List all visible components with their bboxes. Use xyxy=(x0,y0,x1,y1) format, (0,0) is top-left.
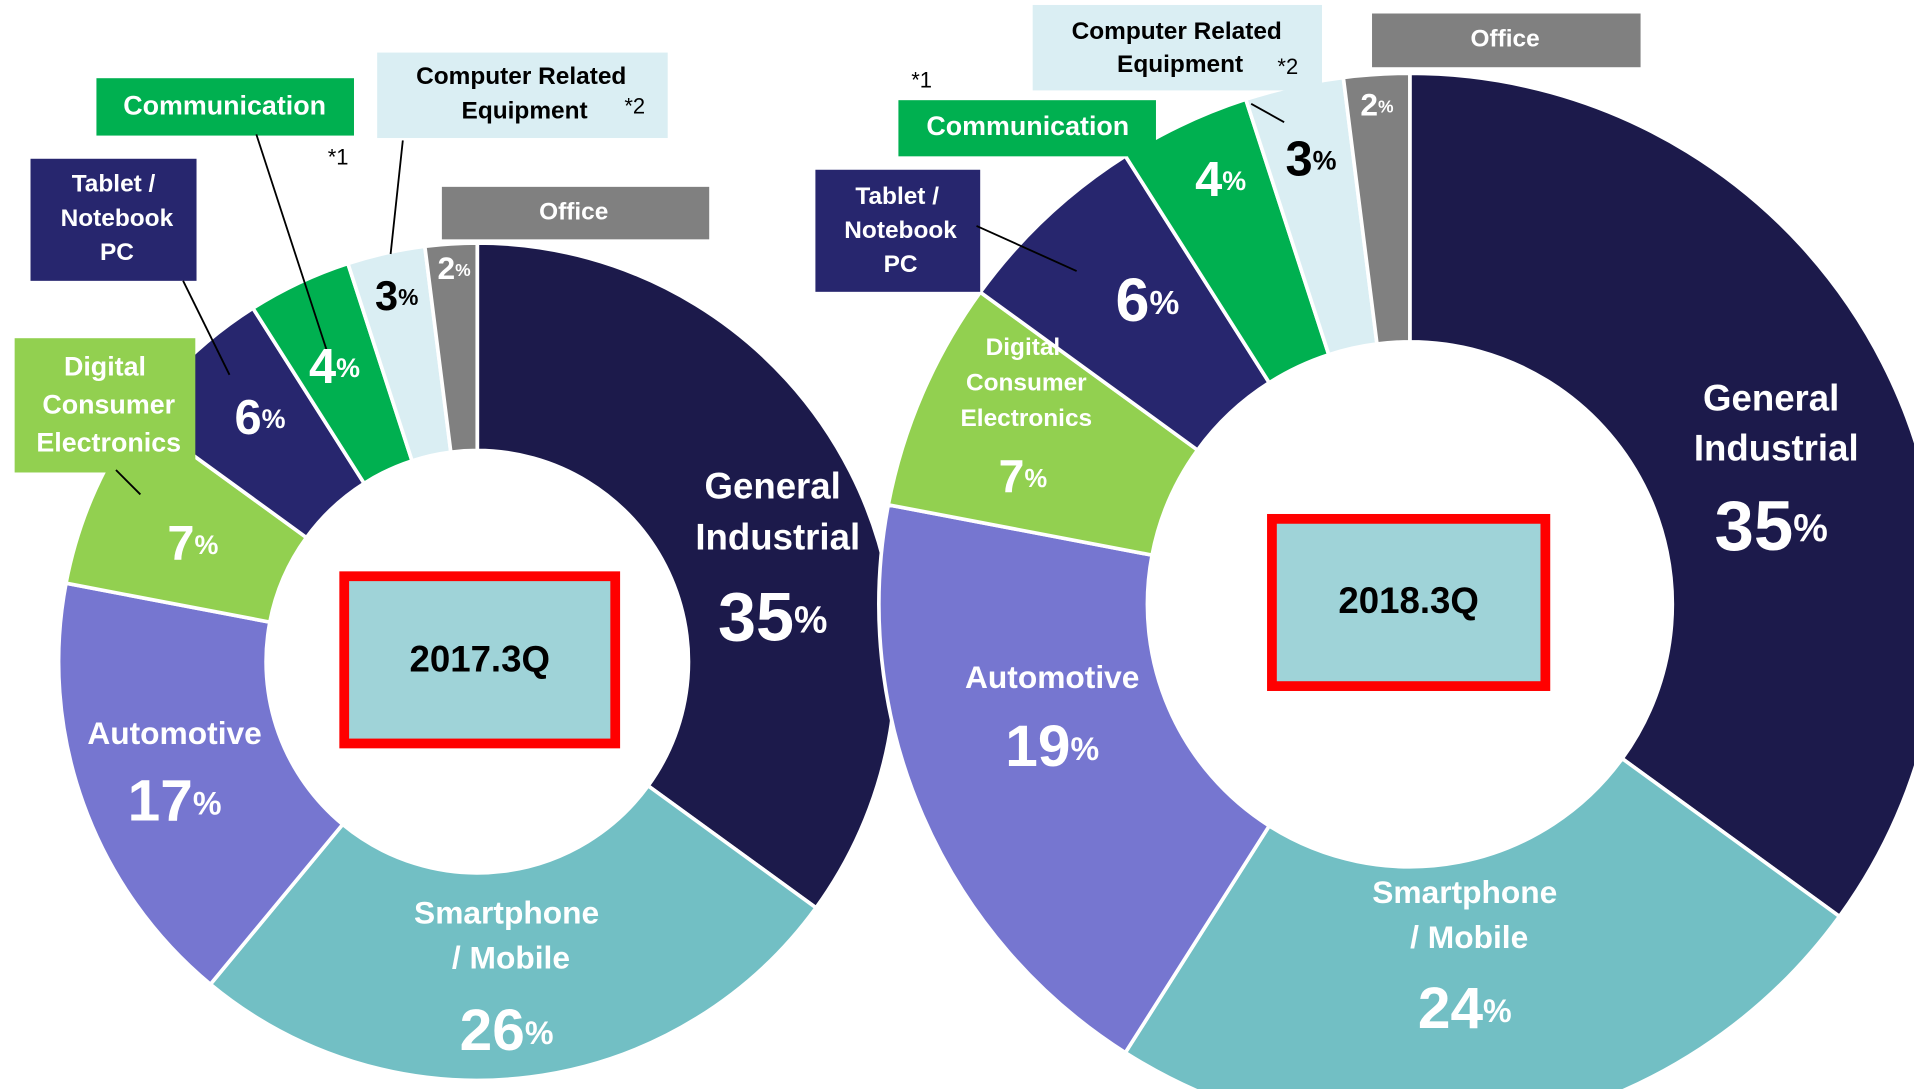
leader-line xyxy=(255,134,329,352)
donut-slice xyxy=(1341,71,1412,346)
leader-line xyxy=(1250,103,1285,123)
category-label-box xyxy=(1032,4,1322,91)
category-label: General Industrial xyxy=(1684,377,1859,468)
donut-slice xyxy=(877,502,1272,1056)
leader-line xyxy=(115,469,142,496)
category-label: Tablet / Notebook PC xyxy=(54,171,174,266)
category-label-box xyxy=(14,338,196,473)
leader-line xyxy=(976,225,1078,272)
value-label: 7% xyxy=(167,517,218,571)
footnote-mark: *2 xyxy=(1277,54,1298,79)
value-label: 6% xyxy=(234,391,285,445)
category-label: Computer Related Equipment xyxy=(1072,18,1282,78)
donut-slice xyxy=(56,581,346,987)
value-label: 6% xyxy=(1116,266,1180,334)
category-label: Smartphone / Mobile xyxy=(414,895,599,976)
category-label: General Industrial xyxy=(685,465,860,557)
period-box xyxy=(1267,513,1551,691)
donut-slice xyxy=(475,241,898,911)
category-label: Tablet / Notebook PC xyxy=(838,183,958,278)
footnote-mark: *1 xyxy=(328,145,349,170)
value-label: 3% xyxy=(375,272,418,319)
category-label: Computer Related Equipment xyxy=(416,64,626,125)
category-label-box xyxy=(377,52,668,139)
value-label: 35% xyxy=(1715,487,1828,566)
category-label: Communication xyxy=(123,91,326,121)
chart-title: 2018.3Q xyxy=(1338,580,1478,621)
category-label: Automotive xyxy=(87,716,261,752)
value-label: 7% xyxy=(999,450,1047,502)
category-label-box xyxy=(815,169,981,292)
category-label: Automotive xyxy=(965,659,1139,695)
category-label-box xyxy=(96,78,354,136)
donut-slice xyxy=(207,783,819,1083)
donut-slice xyxy=(422,241,480,455)
value-label: 19% xyxy=(1005,714,1099,779)
category-label: Digital Consumer Electronics xyxy=(954,335,1092,433)
value-label: 17% xyxy=(128,769,222,834)
category-label: Digital Consumer Electronics xyxy=(29,352,181,458)
value-label: 26% xyxy=(460,999,554,1064)
value-label: 4% xyxy=(1195,153,1246,207)
value-label: 3% xyxy=(1285,132,1336,186)
category-label: Smartphone / Mobile xyxy=(1372,874,1557,955)
chart-title: 2017.3Q xyxy=(409,638,549,679)
category-label: Office xyxy=(539,199,608,226)
category-label-box xyxy=(1372,13,1641,68)
donut-slice xyxy=(1408,71,1914,919)
category-label-box xyxy=(30,158,197,281)
period-box xyxy=(339,571,621,749)
value-label: 4% xyxy=(309,340,360,394)
footnote-mark: *2 xyxy=(624,93,645,118)
value-label: 2% xyxy=(438,250,472,286)
value-label: 24% xyxy=(1418,977,1512,1042)
category-label: Communication xyxy=(926,111,1129,141)
category-label: Office xyxy=(1470,26,1539,53)
category-label-box xyxy=(898,100,1156,157)
leader-line xyxy=(389,140,404,255)
leader-line xyxy=(182,280,231,376)
value-label: 2% xyxy=(1360,87,1394,123)
footnote-mark: *1 xyxy=(911,68,932,93)
value-label: 35% xyxy=(718,580,827,656)
category-label-box xyxy=(441,186,710,240)
